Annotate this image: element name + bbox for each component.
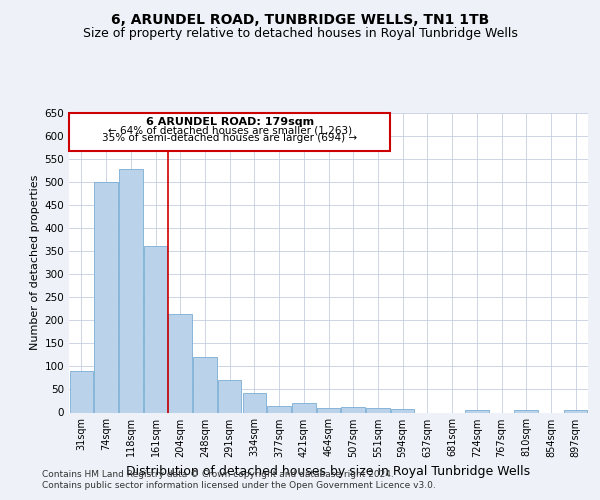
Bar [341,407,365,412]
Bar [94,182,118,412]
Text: Contains HM Land Registry data © Crown copyright and database right 2024.: Contains HM Land Registry data © Crown c… [42,470,394,479]
X-axis label: Distribution of detached houses by size in Royal Tunbridge Wells: Distribution of detached houses by size … [127,465,530,478]
Bar [242,392,266,412]
Bar [193,356,217,412]
Text: 6, ARUNDEL ROAD, TUNBRIDGE WELLS, TN1 1TB: 6, ARUNDEL ROAD, TUNBRIDGE WELLS, TN1 1T… [111,12,489,26]
Bar [514,410,538,412]
Bar [564,410,587,412]
Bar [119,169,143,412]
Bar [69,114,390,151]
Bar [317,408,340,412]
Bar [70,371,93,412]
Bar [169,314,192,412]
Bar [292,404,316,412]
Bar [218,380,241,412]
Bar [391,410,415,412]
Bar [268,406,291,412]
Text: Contains public sector information licensed under the Open Government Licence v3: Contains public sector information licen… [42,481,436,490]
Text: ← 64% of detached houses are smaller (1,263): ← 64% of detached houses are smaller (1,… [107,125,352,135]
Bar [366,408,389,412]
Bar [465,410,488,412]
Text: 6 ARUNDEL ROAD: 179sqm: 6 ARUNDEL ROAD: 179sqm [146,116,314,126]
Text: 35% of semi-detached houses are larger (694) →: 35% of semi-detached houses are larger (… [102,134,357,143]
Text: Size of property relative to detached houses in Royal Tunbridge Wells: Size of property relative to detached ho… [83,28,517,40]
Bar [144,246,167,412]
Y-axis label: Number of detached properties: Number of detached properties [30,175,40,350]
